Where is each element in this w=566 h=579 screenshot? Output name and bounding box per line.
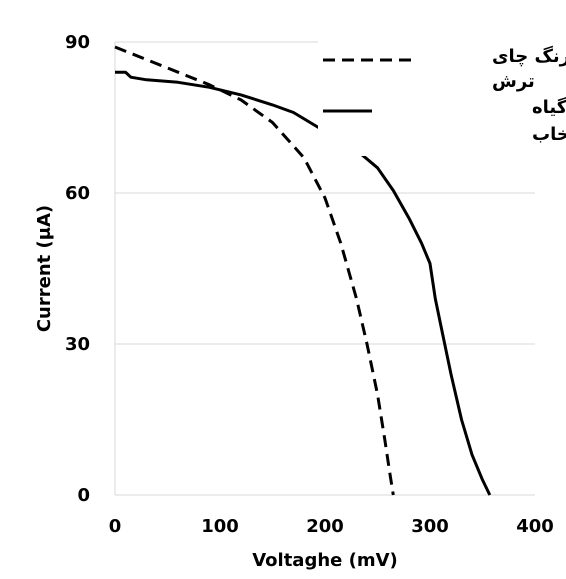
y-tick-label: 60: [65, 183, 90, 204]
series-layer: [114, 45, 492, 496]
y-tick-label: 90: [65, 32, 90, 53]
x-tick-label: 100: [201, 516, 239, 537]
series-line-2: [115, 70, 492, 496]
axes: [114, 42, 535, 496]
x-tick-label: 400: [516, 516, 554, 537]
y-tick-label: 30: [65, 334, 90, 355]
x-tick-label: 0: [109, 516, 122, 537]
legend-label-2: رنگ میوه گیاهسرخاب: [532, 96, 566, 145]
legend-background: [318, 38, 538, 156]
x-tick-label: 200: [306, 516, 344, 537]
tick-labels: 0 100 200 300 400 0 30 60 90: [65, 32, 554, 537]
x-tick-label: 300: [411, 516, 449, 537]
legend-label-1: رنگ چای ترش: [492, 45, 566, 92]
y-tick-label: 0: [77, 485, 90, 506]
x-axis-title: Voltaghe (mV): [252, 550, 398, 571]
y-axis-title: Current (μA): [34, 205, 55, 332]
series-line-1: [114, 45, 395, 496]
